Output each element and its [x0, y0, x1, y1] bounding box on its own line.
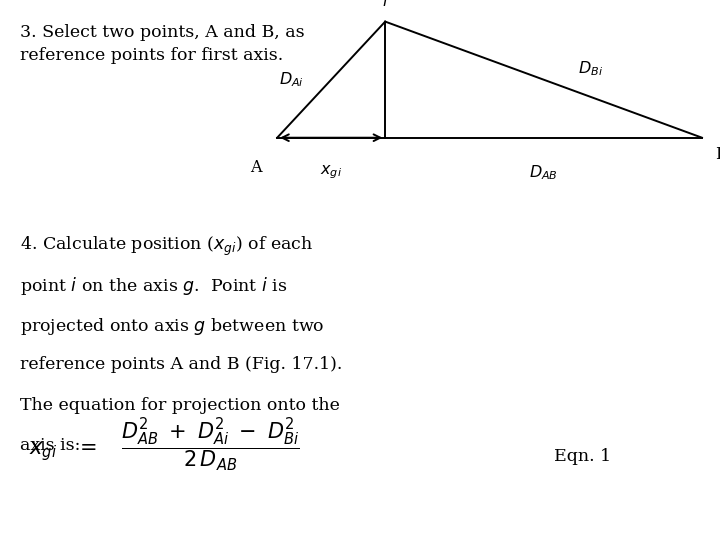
Text: reference points A and B (Fig. 17.1).: reference points A and B (Fig. 17.1).	[20, 356, 343, 373]
Text: B: B	[715, 146, 720, 163]
Text: axis is:: axis is:	[20, 437, 81, 454]
Text: $x_{gi}$   $=$   $\dfrac{D^{2}_{AB}\ +\ D^{2}_{Ai}\ -\ D^{2}_{Bi}}{2\,D_{AB}}$: $x_{gi}$ $=$ $\dfrac{D^{2}_{AB}\ +\ D^{2…	[29, 417, 300, 474]
Text: $i$: $i$	[382, 0, 388, 10]
Text: Eqn. 1: Eqn. 1	[554, 448, 611, 465]
Text: point $i$ on the axis $g$.  Point $i$ is: point $i$ on the axis $g$. Point $i$ is	[20, 275, 288, 298]
Text: $D_{AB}$: $D_{AB}$	[529, 164, 558, 183]
Text: $x_{gi}$: $x_{gi}$	[320, 164, 342, 181]
Text: The equation for projection onto the: The equation for projection onto the	[20, 397, 340, 414]
Text: $D_{Bi}$: $D_{Bi}$	[578, 59, 603, 78]
Text: $D_{Ai}$: $D_{Ai}$	[279, 70, 304, 89]
Text: 4. Calculate position ($x_{gi}$) of each: 4. Calculate position ($x_{gi}$) of each	[20, 235, 313, 258]
Text: A: A	[250, 159, 261, 176]
Text: projected onto axis $g$ between two: projected onto axis $g$ between two	[20, 316, 325, 337]
Text: 3. Select two points, A and B, as
reference points for first axis.: 3. Select two points, A and B, as refere…	[20, 24, 305, 64]
